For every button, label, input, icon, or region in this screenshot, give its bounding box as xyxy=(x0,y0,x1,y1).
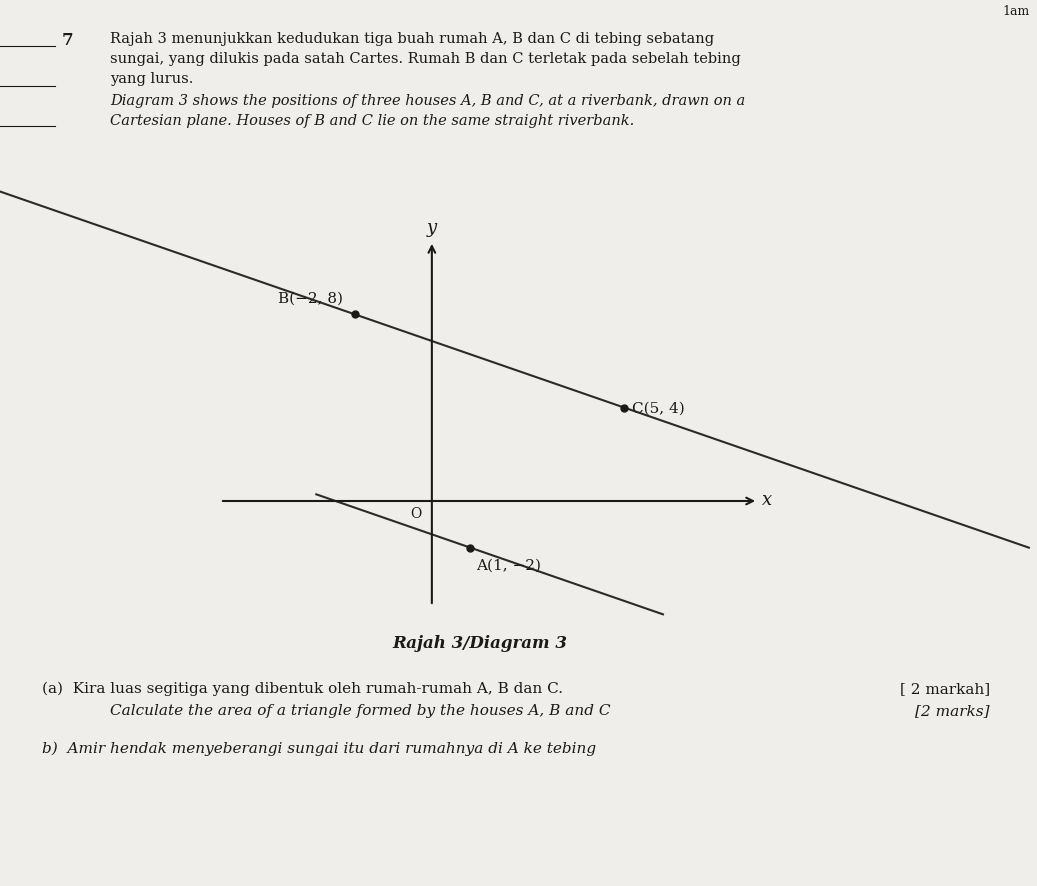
Text: Rajah 3 menunjukkan kedudukan tiga buah rumah A, B dan C di tebing sebatang: Rajah 3 menunjukkan kedudukan tiga buah … xyxy=(110,32,714,46)
Text: B(−2, 8): B(−2, 8) xyxy=(278,291,343,305)
Text: y: y xyxy=(427,219,437,237)
Text: (a)  Kira luas segitiga yang dibentuk oleh rumah-rumah A, B dan C.: (a) Kira luas segitiga yang dibentuk ole… xyxy=(43,681,563,696)
Text: [ 2 markah]: [ 2 markah] xyxy=(900,681,990,696)
Text: sungai, yang dilukis pada satah Cartes. Rumah B dan C terletak pada sebelah tebi: sungai, yang dilukis pada satah Cartes. … xyxy=(110,52,740,66)
Text: A(1, −2): A(1, −2) xyxy=(476,558,541,572)
Text: Cartesian plane. Houses of B and C lie on the same straight riverbank.: Cartesian plane. Houses of B and C lie o… xyxy=(110,114,635,128)
Text: Calculate the area of a triangle formed by the houses A, B and C: Calculate the area of a triangle formed … xyxy=(110,703,611,717)
Text: Diagram 3 shows the positions of three houses A, B and C, at a riverbank, drawn : Diagram 3 shows the positions of three h… xyxy=(110,94,746,108)
Text: 7: 7 xyxy=(62,32,74,49)
Text: x: x xyxy=(762,491,773,509)
Text: O: O xyxy=(411,507,422,520)
Text: b)  Amir hendak menyeberangi sungai itu dari rumahnya di A ke tebing: b) Amir hendak menyeberangi sungai itu d… xyxy=(43,742,596,756)
Text: yang lurus.: yang lurus. xyxy=(110,72,193,86)
Text: Rajah 3/Diagram 3: Rajah 3/Diagram 3 xyxy=(392,634,567,651)
Text: C(5, 4): C(5, 4) xyxy=(633,401,685,416)
Text: 1am: 1am xyxy=(1003,5,1030,18)
Text: [2 marks]: [2 marks] xyxy=(916,703,990,717)
